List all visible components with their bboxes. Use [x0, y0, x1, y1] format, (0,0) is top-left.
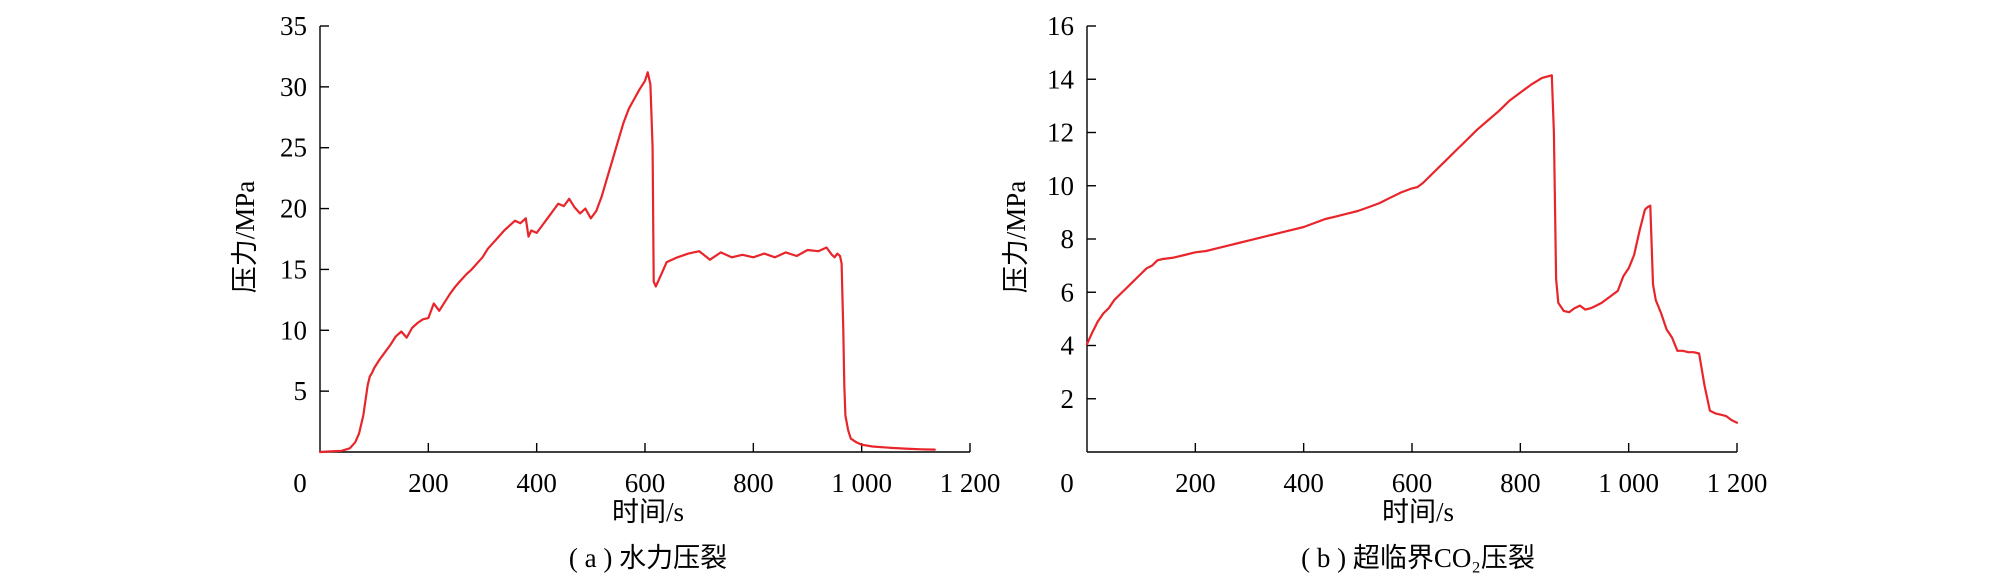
panel-a-y-tick-label: 5 [294, 376, 308, 406]
panel-b-y-tick-label: 4 [1061, 331, 1075, 361]
panel-b-x-tick-label: 800 [1500, 468, 1541, 498]
panel-a-y-tick-label: 20 [280, 194, 307, 224]
panel-a-origin-label: 0 [293, 468, 307, 498]
panel-a-x-tick-label: 200 [408, 468, 449, 498]
panel-b-x-axis-title: 时间/s [1382, 497, 1454, 527]
panel-a-x-tick-label: 1 200 [940, 468, 1001, 498]
panel-b-y-tick-label: 10 [1047, 171, 1074, 201]
panel-b-y-tick-label: 14 [1047, 64, 1075, 94]
panel-b-x-tick-label: 600 [1392, 468, 1433, 498]
panel-a-pressure-line [318, 71, 936, 454]
panel-b-y-axis-title: 压力/MPa [1001, 181, 1031, 294]
panel-b-x-tick-label: 400 [1283, 468, 1324, 498]
panel-a-x-tick-label: 400 [516, 468, 557, 498]
panel-b-x-tick-label: 200 [1175, 468, 1216, 498]
panel-b-origin-label: 0 [1060, 468, 1074, 498]
panel-a-x-axis-title: 时间/s [612, 497, 684, 527]
panel-b-y-tick-label: 6 [1061, 277, 1075, 307]
panel-a-y-tick-label: 35 [280, 11, 307, 41]
panel-a-x-tick-label: 600 [625, 468, 666, 498]
panel-a-caption: ( a ) 水力压裂 [569, 543, 727, 573]
panel-b-y-tick-label: 8 [1061, 224, 1075, 254]
panel-b-line-layer [1085, 74, 1739, 424]
panel-b-y-tick-label: 2 [1061, 384, 1075, 414]
panel-a-y-axis-title: 压力/MPa [230, 181, 260, 294]
panel-a-x-tick-label: 800 [733, 468, 774, 498]
panel-b-y-tick-label: 16 [1047, 11, 1074, 41]
panel-b-y-tick-label: 12 [1047, 118, 1074, 148]
panel-b-caption: ( b ) 超临界CO₂压裂 [1301, 543, 1535, 573]
panel-b-axes [1086, 26, 1737, 453]
panel-a-y-tick-label: 30 [280, 72, 307, 102]
panel-a-line-layer [318, 71, 936, 454]
panel-b-pressure-line [1085, 74, 1739, 424]
panel-a-x-tick-label: 1 000 [831, 468, 892, 498]
panel-a-y-tick-label: 15 [280, 254, 307, 284]
panel-b-supercritical-co2-fracturing: 0 200 400 600 800 1 000 1 200 2 4 6 8 10 12 14 16 时间/s… [1001, 11, 1767, 573]
panel-a-axes [319, 26, 970, 453]
panel-b-ticks: 0 200 400 600 800 1 000 1 200 2 4 6 8 10 12 14 16 [1047, 11, 1767, 498]
panel-a-hydraulic-fracturing: 0 200 400 600 800 1 000 1 200 5 10 15 20 25 30 35 时间/… [230, 11, 1000, 573]
panel-a-y-tick-label: 10 [280, 315, 307, 345]
panel-b-x-tick-label: 1 000 [1598, 468, 1659, 498]
panel-b-x-tick-label: 1 200 [1707, 468, 1768, 498]
panel-a-ticks: 0 200 400 600 800 1 000 1 200 5 10 15 20 25 30 35 [280, 11, 1000, 498]
panel-a-y-tick-label: 25 [280, 133, 307, 163]
